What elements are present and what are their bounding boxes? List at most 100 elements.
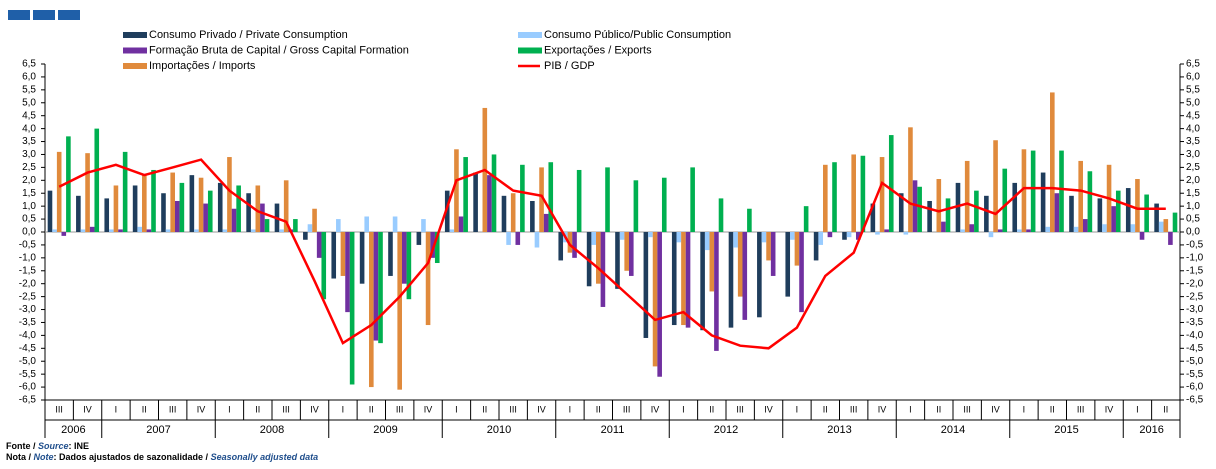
legend-swatch xyxy=(518,32,542,38)
bar xyxy=(174,200,180,232)
bar xyxy=(307,224,313,232)
bar xyxy=(657,232,662,377)
bar xyxy=(444,190,450,232)
x-tick-label: III xyxy=(509,404,517,414)
bar xyxy=(851,154,856,232)
source-word: Source xyxy=(38,441,69,451)
y-tick-label-right: -4,5 xyxy=(1186,343,1204,354)
bar xyxy=(846,232,852,238)
x-tick-label: II xyxy=(369,404,374,414)
bar xyxy=(648,232,653,238)
bar xyxy=(47,190,53,232)
x-tick-label: IV xyxy=(424,404,433,414)
y-tick-label: 5,5 xyxy=(22,84,36,95)
bar xyxy=(988,232,994,238)
y-tick-label-right: -4,0 xyxy=(1186,330,1204,341)
year-label: 2010 xyxy=(487,424,511,436)
bar xyxy=(231,208,237,232)
bar xyxy=(501,195,507,232)
bar xyxy=(52,229,57,232)
bar xyxy=(927,200,932,232)
bar xyxy=(1078,160,1083,232)
bar xyxy=(1002,168,1008,232)
y-tick-label-right: 2,0 xyxy=(1186,175,1200,186)
bar xyxy=(628,232,634,276)
x-tick-label: IV xyxy=(764,404,773,414)
bar xyxy=(56,151,62,232)
bar xyxy=(246,193,251,232)
y-tick-label: -5,0 xyxy=(19,356,37,367)
bar xyxy=(520,164,525,232)
bar xyxy=(1087,171,1093,232)
bar xyxy=(761,232,767,243)
bar xyxy=(969,224,975,232)
bar xyxy=(388,232,393,276)
bar xyxy=(255,185,261,232)
y-tick-label-right: -5,0 xyxy=(1186,356,1204,367)
bar xyxy=(66,136,71,232)
bar xyxy=(1069,195,1074,232)
legend-label: Formação Bruta de Capital / Gross Capita… xyxy=(149,44,409,56)
y-tick-label: 5,0 xyxy=(22,97,36,108)
y-tick-label: -3,5 xyxy=(19,317,37,328)
year-label: 2014 xyxy=(941,424,965,436)
y-tick-label: -6,0 xyxy=(19,382,37,393)
bar xyxy=(303,232,308,240)
bar xyxy=(449,229,455,232)
bar xyxy=(113,185,119,232)
bar xyxy=(312,208,317,232)
y-tick-label: -1,0 xyxy=(19,252,37,263)
bar xyxy=(714,232,719,351)
bar xyxy=(898,193,904,232)
y-tick-label-right: -0,5 xyxy=(1186,240,1204,251)
bar xyxy=(1115,190,1121,232)
legend-swatch xyxy=(518,47,542,54)
x-tick-label: III xyxy=(623,404,631,414)
x-tick-label: I xyxy=(909,404,912,414)
y-tick-label: -6,5 xyxy=(19,395,37,406)
note-en: Seasonally adjusted data xyxy=(211,452,319,462)
legend-label: PIB / GDP xyxy=(544,60,595,72)
bar xyxy=(1172,212,1178,232)
bar xyxy=(605,167,610,232)
bar xyxy=(401,232,407,284)
bar xyxy=(591,232,597,245)
bar xyxy=(643,232,649,338)
y-tick-label: 0,5 xyxy=(22,214,36,225)
year-label: 2016 xyxy=(1139,424,1163,436)
bar xyxy=(80,229,86,232)
x-tick-label: II xyxy=(255,404,260,414)
bar xyxy=(250,229,256,232)
year-label: 2012 xyxy=(714,424,738,436)
y-tick-label: 6,5 xyxy=(22,59,36,70)
x-tick-label: I xyxy=(115,404,118,414)
x-tick-label: III xyxy=(282,404,290,414)
bar xyxy=(1045,226,1051,232)
x-tick-label: III xyxy=(1077,404,1085,414)
bar xyxy=(633,180,639,232)
bar xyxy=(454,149,459,232)
bar xyxy=(506,232,511,245)
note-word: Note xyxy=(34,452,54,462)
bar xyxy=(146,229,152,232)
legend-label: Consumo Público/Public Consumption xyxy=(544,29,731,41)
bar xyxy=(203,203,208,232)
logo-block xyxy=(33,10,55,20)
x-tick-label: III xyxy=(850,404,858,414)
bar xyxy=(941,221,946,232)
x-tick-label: IV xyxy=(537,404,546,414)
legend-label: Exportações / Exports xyxy=(544,44,652,56)
bar xyxy=(718,198,724,232)
bar xyxy=(619,232,625,240)
bar xyxy=(1158,221,1164,232)
bar xyxy=(818,232,824,245)
year-label: 2011 xyxy=(601,424,625,436)
year-label: 2015 xyxy=(1054,424,1078,436)
bar xyxy=(1082,219,1088,232)
y-tick-label-right: 3,5 xyxy=(1186,136,1200,147)
bar xyxy=(1021,149,1027,232)
y-tick-label-right: 3,0 xyxy=(1186,149,1200,160)
bar xyxy=(567,232,573,253)
bar xyxy=(1163,219,1169,232)
bar xyxy=(785,232,791,297)
